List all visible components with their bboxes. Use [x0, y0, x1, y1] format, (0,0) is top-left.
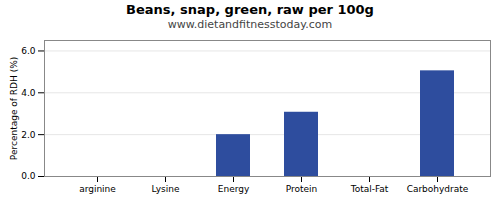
html-text:www.dietandfitnesstoday.com: www.dietandfitnesstoday.com: [167, 18, 333, 31]
svg-text:2.0: 2.0: [21, 130, 36, 140]
svg-text:6.0: 6.0: [21, 46, 36, 56]
svg-text:Carbohydrate: Carbohydrate: [407, 184, 469, 194]
svg-text:Total-Fat: Total-Fat: [350, 184, 389, 194]
svg-text:arginine: arginine: [79, 184, 116, 194]
svg-text:Protein: Protein: [286, 184, 318, 194]
svg-text:0.0: 0.0: [21, 171, 36, 181]
svg-text:Energy: Energy: [218, 184, 250, 194]
svg-text:Lysine: Lysine: [152, 184, 180, 194]
svg-text:Percentage of RDH (%): Percentage of RDH (%): [9, 57, 19, 160]
html-text:Beans, snap, green, raw per 10: Beans, snap, green, raw per 100g: [126, 2, 374, 17]
svg-text:4.0: 4.0: [21, 88, 36, 98]
